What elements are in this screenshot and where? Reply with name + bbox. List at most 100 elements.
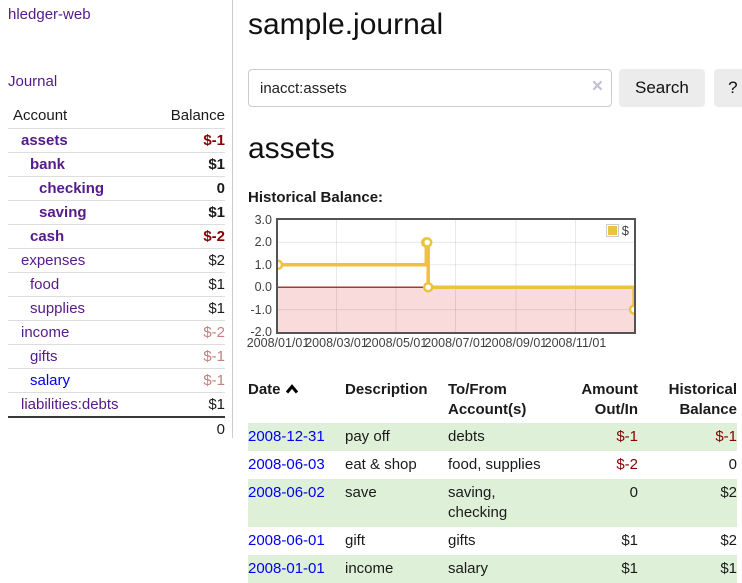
register-balance-cell: $1 [720,560,737,577]
register-description-cell: gift [345,532,366,549]
search-input-wrap: × [248,69,612,107]
register-header-description: Description [345,381,428,398]
register-description-cell: income [345,560,394,577]
account-link[interactable]: cash [30,228,65,245]
account-link[interactable]: income [21,324,70,341]
app-title-link[interactable]: hledger-web [8,6,91,23]
account-balance: $1 [208,396,225,413]
y-axis-label: 3.0 [254,213,272,227]
register-balance-cell: $-1 [715,428,737,445]
register-date-cell: 2008-06-02 [248,479,345,527]
account-link[interactable]: liabilities:debts [21,396,119,413]
y-axis-label: 1.0 [254,257,272,272]
account-balance: $1 [208,276,225,293]
register-header-accounts: To/From Account(s) [448,381,527,418]
transaction-date-link[interactable]: 2008-12-31 [248,428,325,445]
account-link[interactable]: food [30,276,60,293]
sidebar-item-journal[interactable]: Journal [8,73,58,90]
data-point-marker [422,281,434,293]
series-swatch-icon [605,224,619,237]
sort-ascending-icon[interactable] [285,380,299,400]
account-balance: $-2 [203,324,225,341]
x-axis-label: 2008/07/01 [424,336,487,350]
x-axis-label: 2008/09/01 [484,336,548,350]
register-accounts-cell: saving, checking [448,484,508,521]
chart-plot: $ [276,218,636,334]
series-color-fill [607,226,617,235]
account-row: supplies $1 [8,296,225,321]
register-description-cell: save [345,484,377,501]
account-balance: $-1 [203,132,225,149]
accounts-header-balance: Balance [170,107,225,124]
register-description-cell: eat & shop [345,456,417,473]
chart-title: Historical Balance: [248,189,384,206]
register-row: 2008-06-02 save saving, checking 0 $2 [248,479,737,527]
account-link[interactable]: bank [30,156,66,173]
account-balance: $-1 [203,372,225,389]
register-date-cell: 2008-01-01 [248,555,345,583]
account-balance: $2 [208,252,225,269]
chart-canvas [278,220,634,332]
register-amount-cell: $-2 [616,456,638,473]
register-header-balance: Historical Balance [668,381,737,418]
accounts-total-value: 0 [216,421,225,438]
chart-legend: $ [603,223,631,238]
account-balance: $1 [208,156,225,173]
account-link[interactable]: gifts [30,348,58,365]
clear-search-icon[interactable]: × [591,76,603,97]
account-row: food $1 [8,272,225,297]
account-row: expenses $2 [8,248,225,273]
account-balance: 0 [216,180,225,197]
account-row: bank $1 [8,152,225,177]
sidebar: hledger-web Journal Account Balance asse… [0,0,233,438]
account-row: assets $-1 [8,128,225,153]
x-axis-label: 2008/05/01 [364,336,428,350]
account-row: checking 0 [8,176,225,201]
register-row: 2008-06-03 eat & shop food, supplies $-2 0 [248,451,737,479]
transaction-date-link[interactable]: 2008-06-01 [248,532,325,549]
search-button[interactable]: Search [619,69,705,107]
register-date-cell: 2008-06-01 [248,527,345,555]
account-link[interactable]: expenses [21,252,86,269]
register-row: 2008-06-01 gift gifts $1 $2 [248,527,737,555]
register-date-cell: 2008-06-03 [248,451,345,479]
register-date-cell: 2008-12-31 [248,423,345,451]
register-row: 2008-12-31 pay off debts $-1 $-1 [248,423,737,451]
account-link[interactable]: assets [21,132,68,149]
transaction-date-link[interactable]: 2008-06-03 [248,456,325,473]
accounts-table: Account Balance assets $-1 bank $1 checking 0… [8,104,225,441]
help-button[interactable]: ? [713,69,742,107]
register-balance-cell: 0 [728,456,737,473]
transaction-date-link[interactable]: 2008-01-01 [248,560,325,577]
account-heading: assets [248,132,335,165]
main-content: sample.journal × Search ? assets Histori… [233,0,742,583]
account-link[interactable]: checking [39,180,105,197]
register-table-body: 2008-12-31 pay off debts $-1 $-1 2008-06-03 ea… [248,423,737,583]
search-form: × Search ? [248,69,742,107]
transaction-date-link[interactable]: 2008-06-02 [248,484,325,501]
account-link[interactable]: salary [30,372,71,389]
register-amount-cell: $1 [621,560,638,577]
account-link[interactable]: supplies [30,300,86,317]
register-balance-cell: $2 [720,532,737,549]
historical-balance-chart: 3.0 2.0 1.0 0.0 -1.0 -2.0 $ 2008/01/01 2008/03… [247,213,737,361]
register-balance-cell: $2 [720,484,737,501]
account-row: gifts $-1 [8,344,225,369]
account-row: cash $-2 [8,224,225,249]
register-amount-cell: $-1 [616,428,638,445]
search-input[interactable] [248,69,612,107]
accounts-total-row: 0 [8,417,225,441]
register-header-date: Date [248,377,345,423]
register-header-row: Date Description To/From Account(s) Amou… [248,377,737,423]
data-point-marker [278,259,284,271]
register-accounts-cell: food, supplies [448,456,541,473]
account-balance: $1 [208,300,225,317]
account-balance: $-2 [203,228,225,245]
register-header-amount: Amount Out/In [581,381,638,418]
account-link[interactable]: saving [39,204,87,221]
series-label: $ [621,223,629,238]
y-axis-label: -1.0 [250,302,272,317]
accounts-header-row: Account Balance [8,104,225,129]
app-title: hledger-web [8,6,224,23]
